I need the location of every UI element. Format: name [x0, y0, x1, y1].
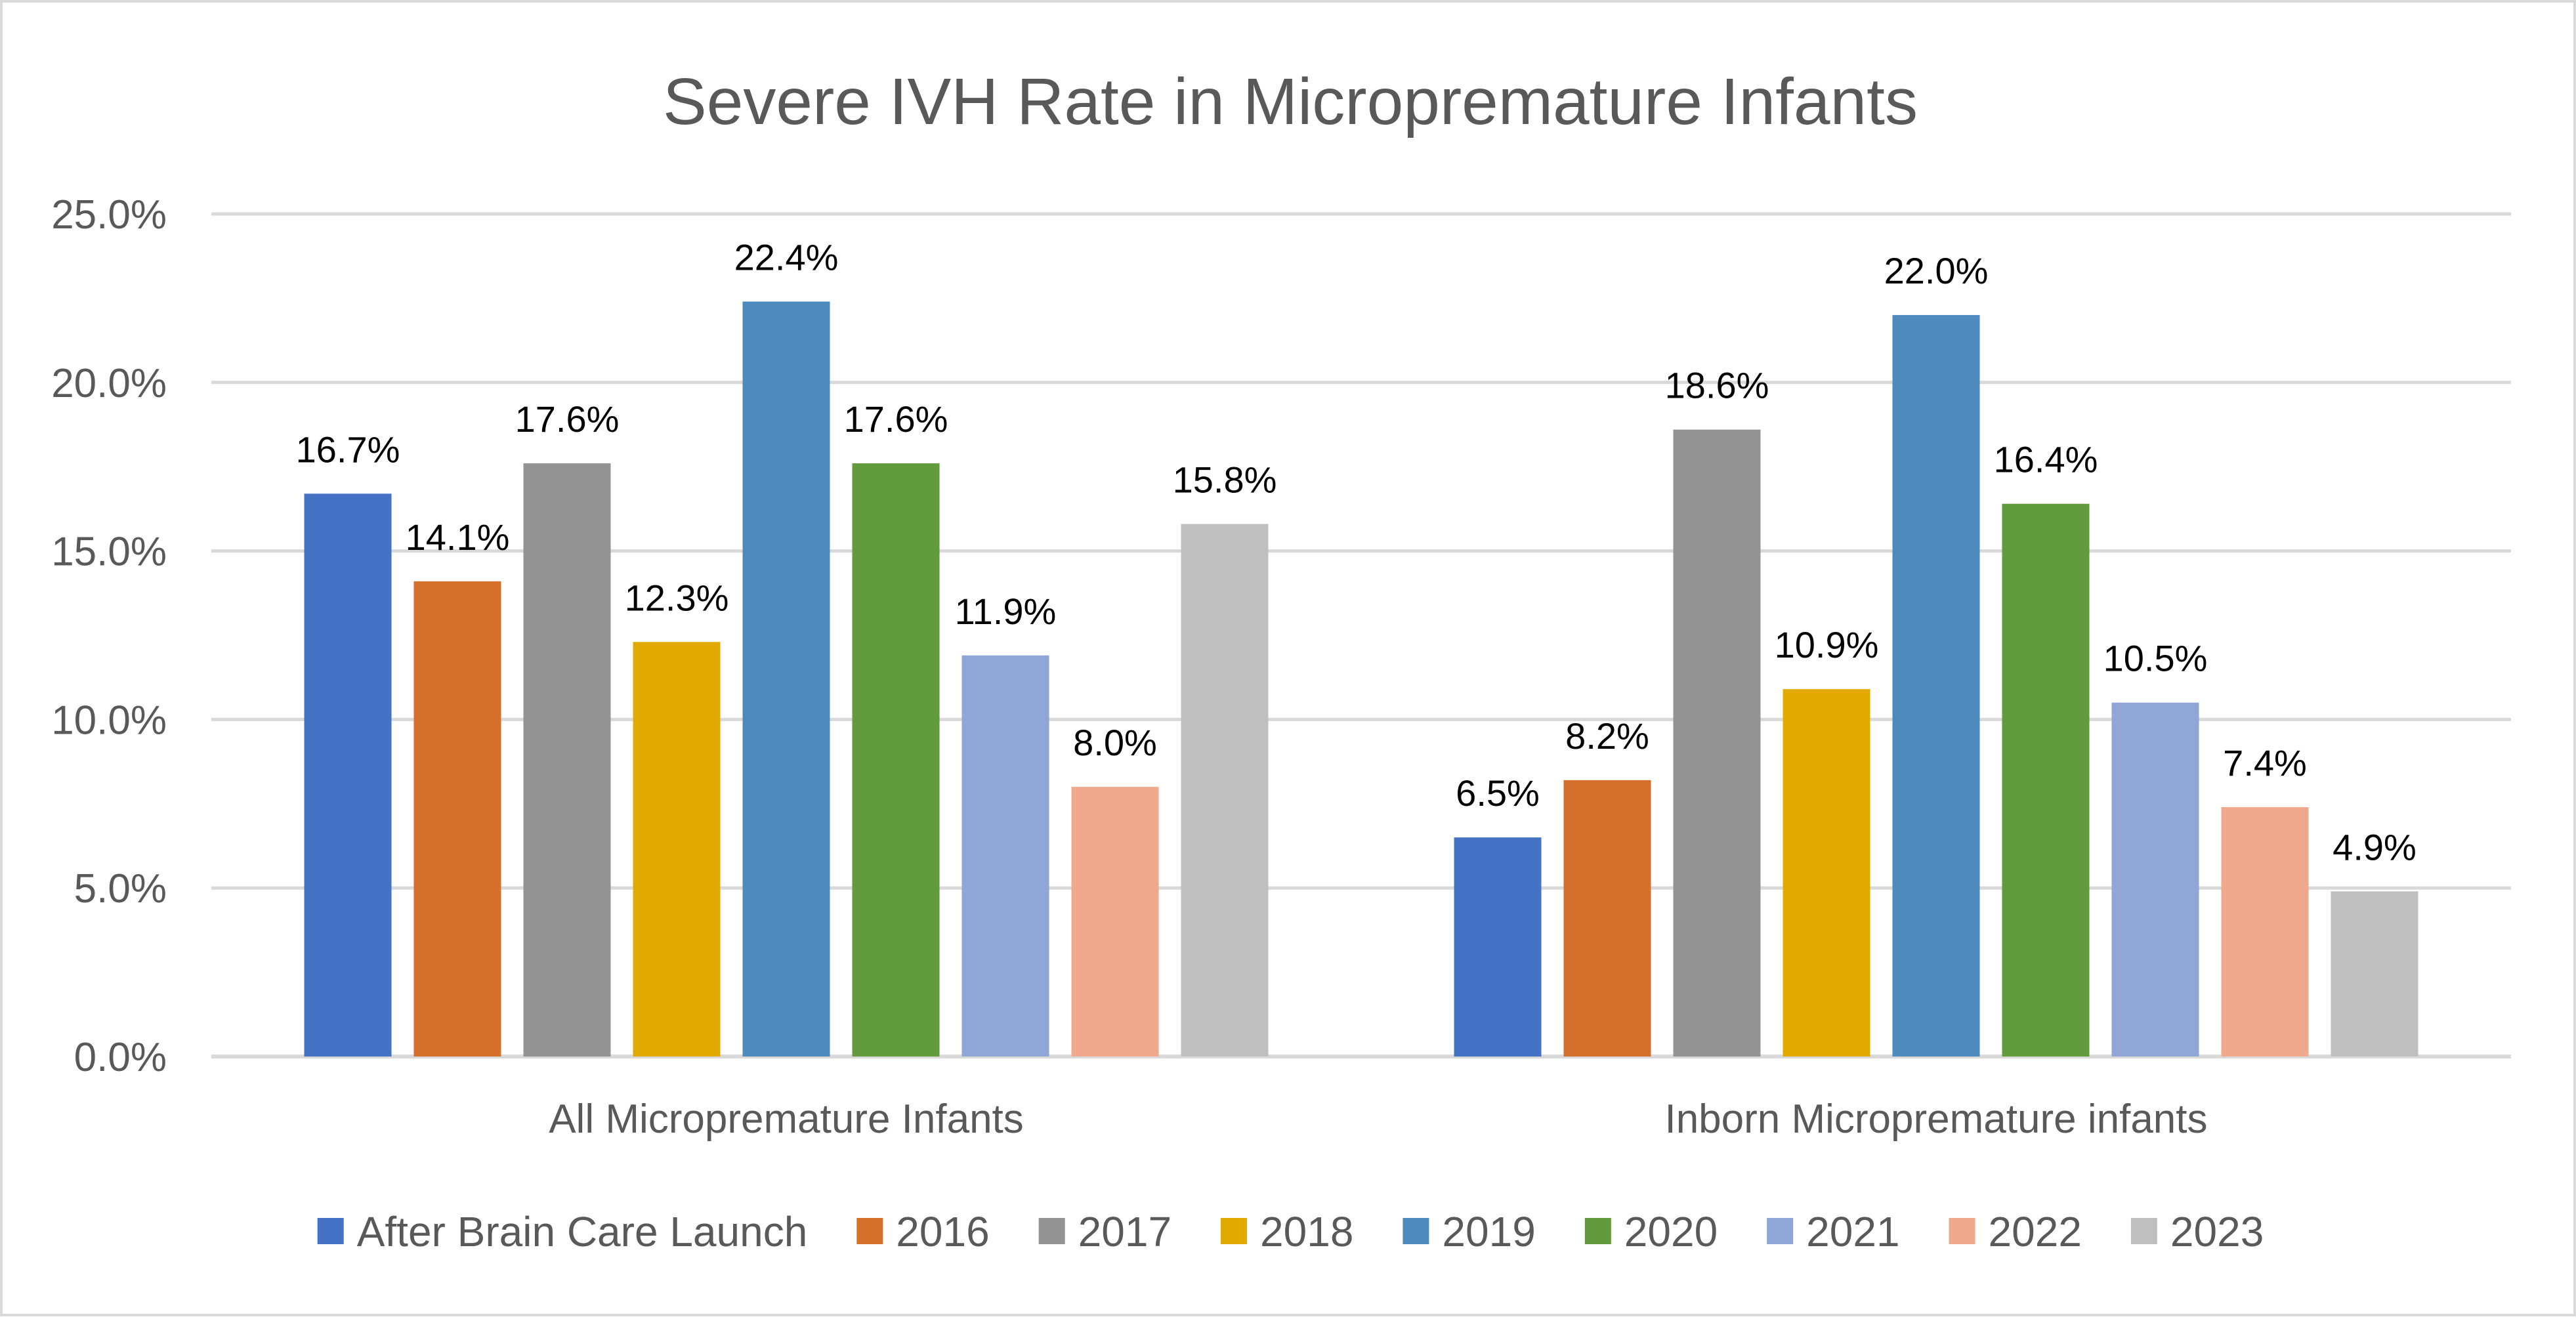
legend-item: 2018	[1221, 1208, 1353, 1255]
bar	[1563, 780, 1651, 1057]
legend-item: 2017	[1038, 1208, 1172, 1255]
legend-label: 2021	[1806, 1208, 1899, 1255]
y-tick-label: 15.0%	[51, 530, 167, 575]
category-label: All Micropremature Infants	[549, 1097, 1024, 1142]
legend-label: 2019	[1442, 1208, 1535, 1255]
data-label: 15.8%	[1173, 459, 1277, 501]
bar	[2221, 806, 2309, 1057]
bar	[1454, 837, 1542, 1057]
y-tick-label: 25.0%	[51, 192, 167, 238]
data-label: 12.3%	[625, 577, 729, 618]
category-label: Inborn Micropremature infants	[1664, 1097, 2207, 1142]
bar	[2002, 503, 2090, 1057]
data-label: 4.9%	[2333, 826, 2417, 868]
legend-swatch	[1221, 1218, 1248, 1244]
legend-swatch	[856, 1218, 883, 1244]
y-tick-label: 20.0%	[51, 361, 167, 406]
data-label: 8.2%	[1565, 715, 1649, 757]
chart-title: Severe IVH Rate in Micropremature Infant…	[663, 65, 1918, 138]
bar	[304, 493, 392, 1057]
category-labels: All Micropremature Infants Inborn Micropr…	[549, 1097, 2207, 1142]
legend-swatch	[1038, 1218, 1065, 1244]
legend-item: 2022	[1949, 1208, 2082, 1255]
data-label: 18.6%	[1665, 365, 1769, 406]
data-label: 8.0%	[1073, 722, 1157, 763]
legend-swatch	[1949, 1218, 1975, 1244]
bar	[413, 581, 501, 1057]
data-label: 17.6%	[844, 398, 948, 440]
bar	[961, 655, 1049, 1057]
y-tick-label: 10.0%	[51, 698, 167, 743]
bar	[1783, 689, 1870, 1057]
data-label: 11.9%	[955, 591, 1057, 632]
legend-swatch	[1403, 1218, 1429, 1244]
legend-swatch	[1767, 1218, 1794, 1244]
data-label: 17.6%	[515, 398, 620, 440]
bar-chart: Severe IVH Rate in Micropremature Infant…	[51, 65, 2511, 1255]
bar	[1892, 315, 1980, 1057]
legend-label: 2022	[1989, 1208, 2082, 1255]
bar	[1071, 787, 1159, 1057]
legend-swatch	[317, 1218, 344, 1244]
bar	[633, 642, 721, 1057]
legend-item: 2016	[856, 1208, 990, 1255]
y-tick-label: 0.0%	[74, 1035, 167, 1080]
legend-label: 2023	[2170, 1208, 2264, 1255]
data-label: 10.9%	[1775, 624, 1879, 665]
bars	[304, 301, 2418, 1057]
y-axis-ticks: 0.0% 5.0% 10.0% 15.0% 20.0% 25.0%	[51, 192, 167, 1080]
legend-item: 2023	[2130, 1208, 2264, 1255]
legend-swatch	[2130, 1218, 2157, 1244]
legend-item: After Brain Care Launch	[317, 1208, 808, 1255]
bar	[742, 301, 830, 1057]
data-label: 16.7%	[296, 429, 400, 470]
y-tick-label: 5.0%	[74, 866, 167, 911]
data-label: 16.4%	[1994, 439, 2098, 480]
data-labels: 16.7% 14.1% 17.6% 12.3% 22.4% 17.6% 11.9% 8.0% 1…	[296, 237, 2417, 868]
legend-item: 2019	[1403, 1208, 1536, 1255]
data-label: 10.5%	[2103, 638, 2208, 679]
legend-swatch	[1584, 1218, 1611, 1244]
bar	[2331, 891, 2418, 1057]
legend-item: 2021	[1767, 1208, 1900, 1255]
data-label: 6.5%	[1456, 772, 1540, 814]
legend-label: 2020	[1624, 1208, 1718, 1255]
legend-label: After Brain Care Launch	[357, 1208, 808, 1255]
data-label: 14.1%	[406, 516, 510, 558]
bar	[523, 463, 611, 1057]
legend-label: 2018	[1260, 1208, 1353, 1255]
data-label: 7.4%	[2223, 742, 2307, 784]
legend: After Brain Care Launch 2016 2017 2018 2019 2…	[317, 1208, 2264, 1255]
bar	[1673, 429, 1761, 1057]
legend-item: 2020	[1584, 1208, 1718, 1255]
bar	[1181, 524, 1269, 1057]
legend-label: 2016	[896, 1208, 989, 1255]
data-label: 22.4%	[734, 237, 839, 278]
legend-label: 2017	[1078, 1208, 1172, 1255]
bar	[852, 463, 940, 1057]
data-label: 22.0%	[1884, 250, 1989, 291]
bar	[2111, 702, 2199, 1057]
